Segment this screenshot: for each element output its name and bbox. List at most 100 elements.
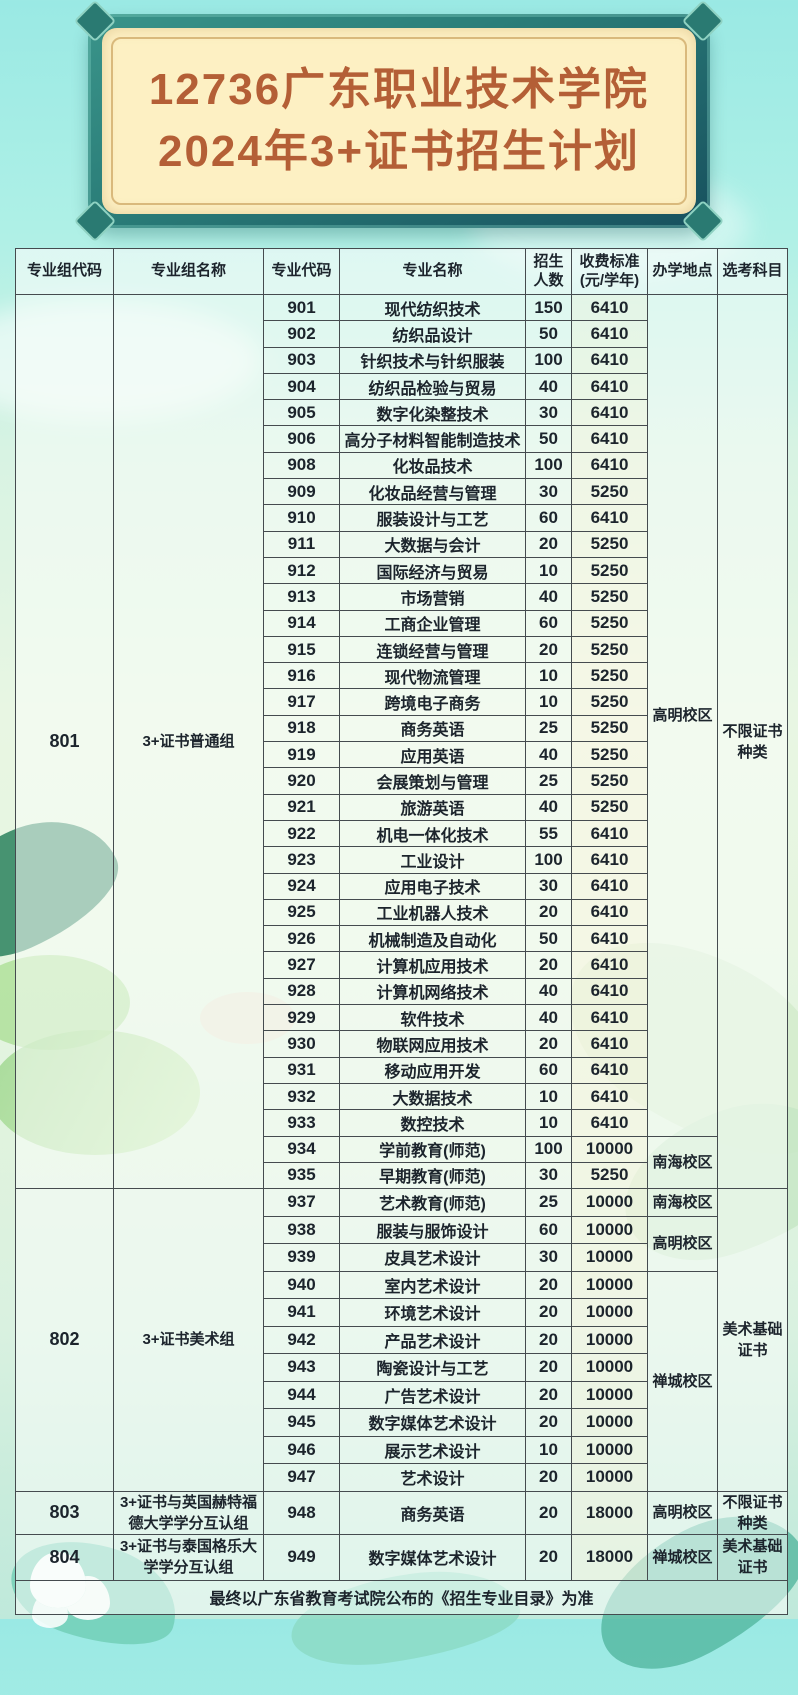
table-row: 931 移动应用开发 60 6410 [16,1056,788,1084]
enrollment-cell: 20 [525,1380,572,1410]
major-code-cell: 919 [263,741,340,769]
enrollment-cell: 10 [525,1082,572,1111]
enrollment-cell: 20 [525,898,572,927]
table-row: 915 连锁经营与管理 20 5250 [16,635,788,664]
major-code-cell: 923 [263,846,340,874]
fee-cell: 10000 [571,1188,648,1217]
enrollment-cell: 60 [525,1215,572,1245]
table-header-row: 专业组代码 专业组名称 专业代码 专业名称 招生 人数 收费标准 (元/学年) … [15,248,788,295]
major-name-cell: 应用英语 [339,741,526,769]
enrollment-cell: 30 [525,1161,572,1190]
major-name-cell: 国际经济与贸易 [339,556,526,585]
fee-cell: 10000 [571,1135,648,1163]
major-name-cell: 展示艺术设计 [339,1435,526,1465]
enrollment-cell: 40 [525,741,572,769]
enrollment-cell: 20 [525,1490,572,1535]
major-name-cell: 计算机应用技术 [339,951,526,979]
major-code-cell: 908 [263,451,340,480]
enrollment-cell: 20 [525,1325,572,1355]
major-code-cell: 916 [263,662,340,690]
major-code-cell: 937 [263,1188,340,1217]
major-code-cell: 909 [263,478,340,506]
fee-cell: 10000 [571,1435,648,1465]
major-code-cell: 904 [263,372,340,401]
exam-subjects-cell: 美术基础 证书 [717,1188,788,1492]
enrollment-cell: 20 [525,1463,572,1492]
table-row: 941 环境艺术设计 20 10000 [16,1298,788,1327]
major-name-cell: 工业设计 [339,846,526,874]
table-row: 802 3+证书美术组 937 艺术教育(师范) 25 10000 南海校区 美术基础 证书 [15,1188,788,1492]
fee-cell: 18000 [571,1490,648,1535]
enrollment-cell: 50 [525,320,572,348]
major-code-cell: 949 [263,1533,340,1581]
major-name-cell: 陶瓷设计与工艺 [339,1353,526,1382]
fee-cell: 6410 [571,977,648,1006]
fee-cell: 5250 [571,530,648,558]
fee-cell: 10000 [571,1325,648,1355]
major-code-cell: 933 [263,1109,340,1137]
major-name-cell: 大数据技术 [339,1082,526,1111]
enrollment-cell: 40 [525,372,572,401]
major-name-cell: 商务英语 [339,714,526,743]
fee-cell: 6410 [571,1082,648,1111]
major-code-cell: 928 [263,977,340,1006]
major-name-cell: 针织技术与针织服装 [339,346,526,374]
enrollment-cell: 20 [525,1353,572,1382]
table-row: 902 纺织品设计 50 6410 [16,320,788,348]
group-name-cell: 3+证书与英国赫特福德大学学分互认组 [113,1490,264,1535]
major-code-cell: 913 [263,583,340,611]
fee-cell: 6410 [571,1004,648,1032]
fee-cell: 10000 [571,1463,648,1492]
table-row: 919 应用英语 40 5250 [16,741,788,769]
enrollment-cell: 30 [525,872,572,900]
fee-cell: 5250 [571,767,648,795]
plan-year-title: 2024年3+证书招生计划 [157,127,641,176]
major-name-cell: 皮具艺术设计 [339,1243,526,1272]
fee-cell: 18000 [571,1533,648,1581]
enrollment-cell: 25 [525,1188,572,1217]
campus-cell: 高明校区 [647,1215,718,1272]
enrollment-cell: 20 [525,1298,572,1327]
footer-note: 最终以广东省教育考试院公布的《招生专业目录》为准 [15,1579,788,1615]
table-row: 925 工业机器人技术 20 6410 [16,898,788,927]
table-row: 932 大数据技术 10 6410 [16,1082,788,1111]
major-code-cell: 934 [263,1135,340,1163]
enrollment-plan-table: 专业组代码 专业组名称 专业代码 专业名称 招生 人数 收费标准 (元/学年) … [15,248,788,1615]
fee-cell: 5250 [571,662,648,690]
table-row: 926 机械制造及自动化 50 6410 [16,925,788,953]
campus-cell: 南海校区 [647,1135,718,1190]
major-name-cell: 大数据与会计 [339,530,526,558]
table-row: 940 室内艺术设计 20 10000 禅城校区 [16,1270,788,1492]
campus-cell: 南海校区 [647,1188,718,1217]
major-code-cell: 940 [263,1270,340,1300]
table-row: 803 3+证书与英国赫特福德大学学分互认组 948 商务英语 20 18000 高明校区不… [15,1490,788,1535]
major-name-cell: 艺术设计 [339,1463,526,1492]
exam-subjects-cell: 美术基础 证书 [717,1533,788,1581]
major-code-cell: 917 [263,688,340,716]
table-row: 906 高分子材料智能制造技术 50 6410 [16,425,788,453]
col-header-major-code: 专业代码 [263,248,340,295]
fee-cell: 10000 [571,1380,648,1410]
col-header-group-name: 专业组名称 [113,248,264,295]
major-code-cell: 926 [263,925,340,953]
table-row: 920 会展策划与管理 25 5250 [16,767,788,795]
major-code-cell: 932 [263,1082,340,1111]
enrollment-cell: 20 [525,951,572,979]
major-name-cell: 连锁经营与管理 [339,635,526,664]
enrollment-cell: 40 [525,977,572,1006]
col-header-enrollment: 招生 人数 [525,248,572,295]
table-row: 938 服装与服饰设计 60 10000 高明校区 [16,1215,788,1272]
table-row: 914 工商企业管理 60 5250 [16,609,788,637]
col-header-major-name: 专业名称 [339,248,526,295]
major-name-cell: 现代纺织技术 [339,293,526,322]
fee-cell: 6410 [571,346,648,374]
major-code-cell: 903 [263,346,340,374]
table-row: 947 艺术设计 20 10000 [16,1463,788,1492]
major-name-cell: 物联网应用技术 [339,1030,526,1058]
major-code-cell: 911 [263,530,340,558]
enrollment-cell: 20 [525,1408,572,1437]
major-code-cell: 922 [263,819,340,848]
major-name-cell: 会展策划与管理 [339,767,526,795]
fee-cell: 5250 [571,793,648,821]
table-row: 944 广告艺术设计 20 10000 [16,1380,788,1410]
